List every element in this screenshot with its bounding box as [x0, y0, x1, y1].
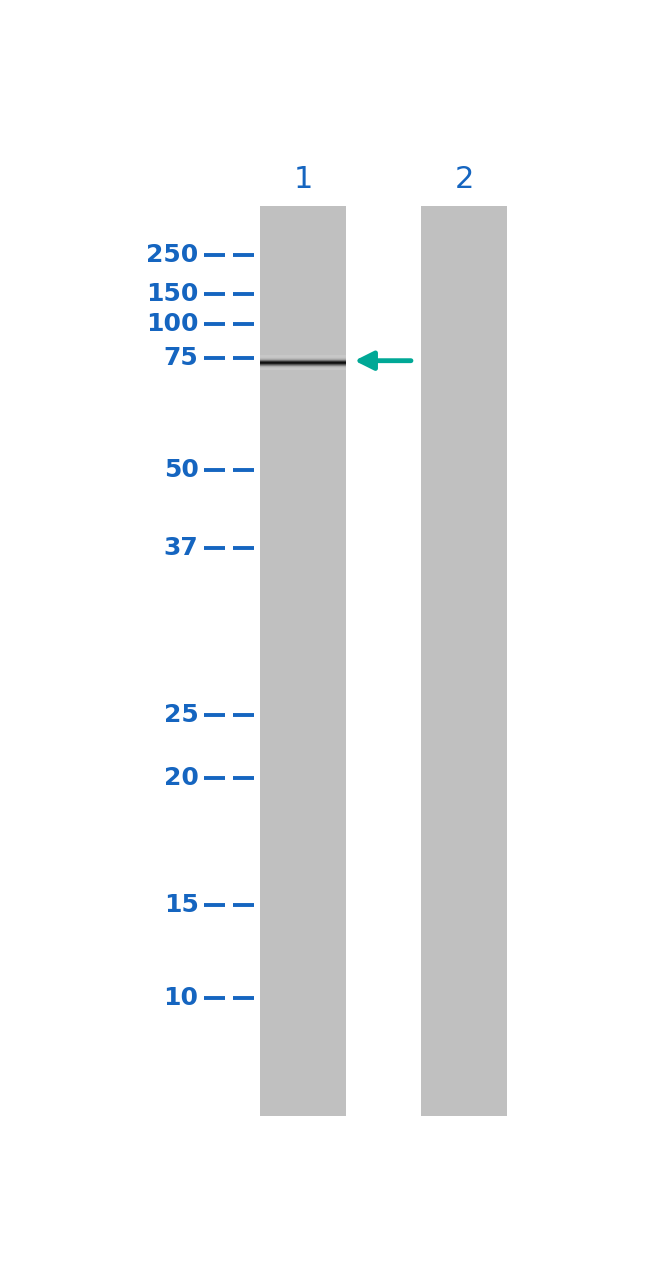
- Bar: [421, 206, 507, 1115]
- Text: 20: 20: [164, 766, 199, 790]
- Text: 2: 2: [454, 165, 474, 194]
- Text: 1: 1: [293, 165, 313, 194]
- Text: 150: 150: [146, 282, 199, 306]
- Text: 250: 250: [146, 243, 199, 267]
- Text: 10: 10: [164, 987, 199, 1010]
- Text: 37: 37: [164, 536, 199, 560]
- Text: 50: 50: [164, 458, 199, 483]
- Bar: [260, 206, 346, 1115]
- Text: 100: 100: [146, 311, 199, 335]
- Text: 75: 75: [164, 345, 199, 370]
- Text: 25: 25: [164, 702, 199, 726]
- Text: 15: 15: [164, 893, 199, 917]
